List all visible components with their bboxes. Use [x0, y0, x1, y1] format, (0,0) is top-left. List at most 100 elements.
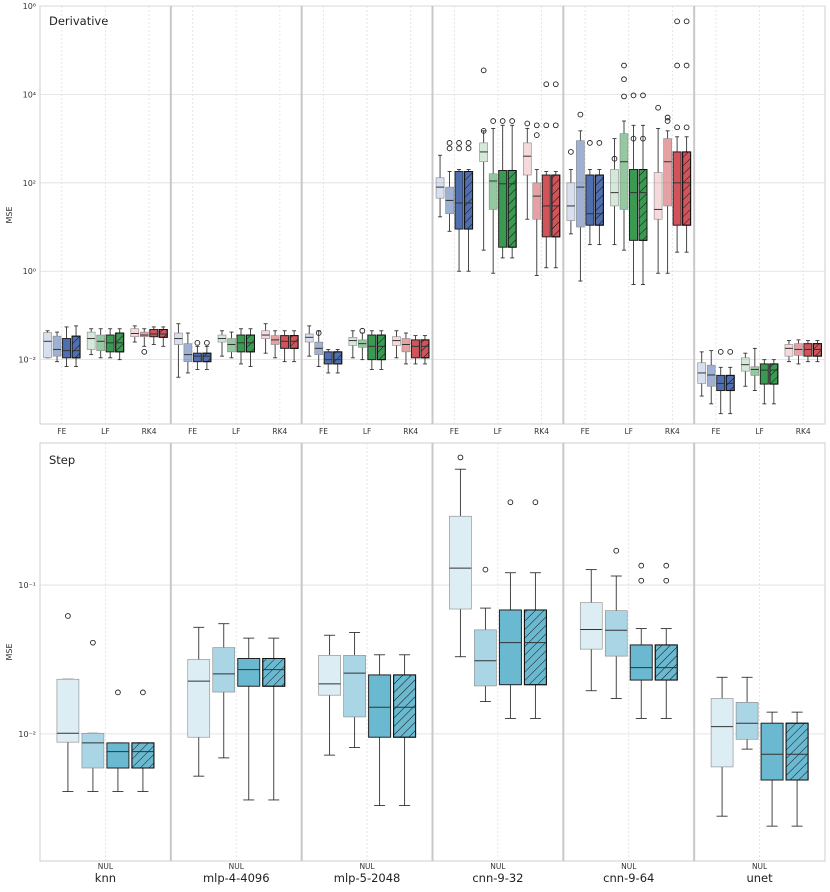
box-body [367, 334, 377, 361]
outlier-point [638, 562, 645, 569]
box-body [323, 351, 333, 365]
box-plot [759, 359, 769, 405]
box-hatch [682, 151, 692, 226]
box-plot [474, 566, 497, 702]
method-label: NUL [621, 862, 637, 871]
box-plot [289, 330, 299, 363]
box-plot [115, 328, 125, 361]
outlier-point [543, 122, 550, 129]
box-plot [261, 323, 270, 354]
box-body [401, 338, 411, 353]
model-label: knn [95, 871, 116, 885]
outlier-point [664, 118, 671, 124]
box-hatch [246, 334, 255, 353]
outlier-point [482, 566, 489, 573]
box-plot [479, 67, 488, 251]
method-label: LF [363, 427, 372, 436]
box-plot [610, 138, 619, 246]
box-plot [217, 330, 227, 357]
box-hatch [262, 658, 286, 687]
box-plot [420, 335, 430, 365]
box-plot [604, 547, 628, 699]
outlier-point [663, 562, 670, 569]
outlier-point [480, 67, 487, 74]
outlier-point [552, 122, 559, 129]
box-plot [449, 454, 472, 658]
box-plot [392, 330, 401, 359]
box-hatch [131, 742, 155, 769]
box-body [604, 610, 628, 657]
outlier-point [499, 118, 506, 124]
box-plot [246, 328, 255, 367]
outlier-point [490, 118, 497, 124]
outlier-point [621, 76, 627, 83]
box-plot [212, 623, 236, 759]
box-plot [314, 330, 324, 367]
box-plot [192, 339, 202, 370]
outlier-point [465, 140, 472, 146]
box-body [105, 334, 115, 353]
box-hatch [654, 644, 678, 681]
model-label: mlp-5-2048 [334, 871, 401, 885]
box-plot [803, 340, 813, 363]
y-tick-label: 10⁶ [23, 2, 36, 11]
box-plot [576, 111, 585, 282]
box-plot [323, 349, 333, 374]
box-plot [682, 18, 692, 253]
box-body [619, 133, 629, 210]
outlier-point [65, 613, 71, 619]
outlier-point [141, 349, 148, 355]
outlier-point [674, 18, 680, 25]
method-label: FE [188, 427, 197, 436]
box-plot [464, 140, 474, 272]
box-body [236, 334, 246, 353]
y-tick-label: 10⁰ [23, 267, 36, 276]
box-body [343, 655, 366, 718]
box-body [149, 329, 159, 338]
method-label: RK4 [142, 427, 157, 436]
box-body [348, 337, 358, 346]
outlier-point [315, 330, 322, 336]
box-plot [43, 330, 52, 359]
method-label: FE [711, 427, 720, 436]
box-body [454, 171, 464, 230]
box-body [663, 138, 672, 207]
outlier-point [640, 92, 646, 99]
box-plot [139, 328, 149, 355]
box-plot [333, 349, 343, 374]
box-plot [579, 569, 603, 692]
box-body [139, 331, 149, 338]
outlier-point [90, 639, 96, 646]
box-plot [174, 323, 183, 378]
y-tick-label: 10⁴ [23, 90, 36, 99]
outlier-point [194, 339, 201, 346]
box-plot [236, 328, 246, 365]
outlier-point [568, 149, 574, 155]
box-body [96, 334, 105, 351]
box-body [227, 338, 236, 353]
box-plot [71, 325, 81, 367]
box-body [532, 182, 542, 220]
box-body [750, 366, 760, 376]
box-body [86, 331, 96, 350]
method-label: FE [57, 427, 66, 436]
method-label: NUL [490, 862, 506, 871]
box-body [474, 629, 497, 687]
model-label: mlp-4-4096 [203, 871, 270, 885]
box-plot [262, 637, 286, 801]
box-plot [785, 711, 809, 827]
box-hatch [289, 335, 299, 349]
box-body [62, 338, 72, 359]
box-plot [343, 632, 366, 748]
box-plot [697, 351, 707, 397]
box-body [183, 343, 193, 362]
box-plot [435, 154, 445, 218]
box-plot [376, 330, 386, 370]
box-plot [488, 118, 498, 274]
box-plot [52, 331, 62, 363]
box-body [760, 722, 784, 781]
outlier-point [683, 62, 690, 69]
box-body [52, 335, 62, 357]
outlier-point [507, 499, 514, 506]
